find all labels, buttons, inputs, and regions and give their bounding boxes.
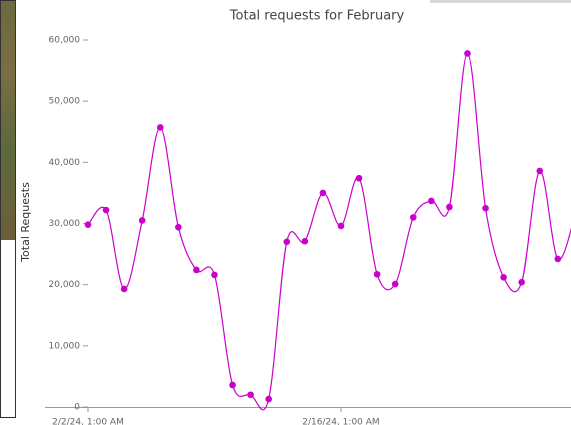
- data-point: [482, 205, 489, 212]
- data-point: [446, 204, 453, 211]
- data-point: [374, 271, 381, 278]
- data-point: [536, 168, 543, 175]
- y-tick-label: 0: [74, 403, 80, 413]
- y-tick-label: 50,000: [49, 97, 81, 107]
- data-point: [410, 214, 417, 221]
- top-bar: [430, 0, 571, 3]
- data-point: [139, 217, 146, 224]
- data-point: [121, 286, 128, 293]
- data-point: [247, 391, 254, 398]
- map-image: [0, 0, 16, 240]
- data-point: [302, 238, 309, 245]
- data-point: [85, 221, 92, 228]
- x-tick-label: 2/2/24, 1:00 AM: [52, 418, 124, 425]
- data-point: [193, 267, 200, 274]
- data-point: [229, 382, 236, 389]
- data-point: [392, 281, 399, 288]
- y-tick-label: 20,000: [49, 280, 81, 290]
- data-point: [428, 198, 435, 205]
- y-tick-label: 60,000: [49, 36, 81, 46]
- data-point: [555, 256, 562, 263]
- y-tick-label: 30,000: [49, 219, 81, 229]
- data-point: [265, 396, 272, 403]
- data-point: [175, 224, 182, 231]
- x-tick-label: 2/16/24, 1:00 AM: [302, 418, 379, 425]
- y-tick-label: 40,000: [49, 158, 81, 168]
- data-point: [211, 272, 218, 279]
- screen: Total requests for February Total Reques…: [0, 0, 571, 425]
- data-point: [283, 239, 290, 246]
- data-point: [500, 274, 507, 281]
- page: {"chart_data": {"type": "line", "title":…: [0, 0, 571, 425]
- data-point: [518, 279, 525, 286]
- y-axis-label: Total Requests: [19, 182, 32, 263]
- data-point: [320, 190, 327, 197]
- data-point: [103, 207, 110, 214]
- data-point: [157, 124, 164, 131]
- y-tick-label: 10,000: [49, 341, 81, 351]
- data-point: [356, 175, 363, 182]
- data-point: [338, 223, 345, 230]
- series-line: [88, 53, 571, 409]
- data-point: [464, 50, 471, 57]
- chart-title: Total requests for February: [229, 9, 405, 24]
